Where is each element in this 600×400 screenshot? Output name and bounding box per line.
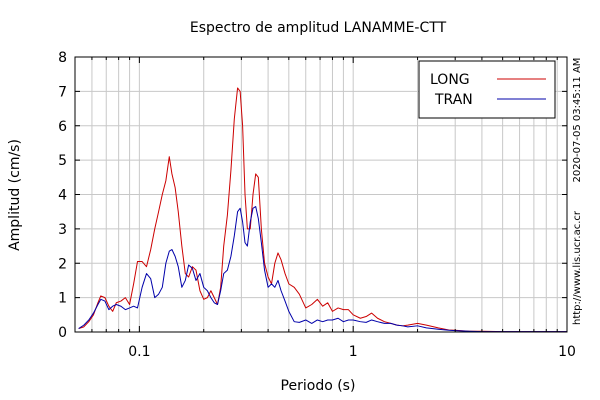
x-tick-label: 10 <box>558 344 576 360</box>
y-tick-label: 4 <box>58 188 67 204</box>
series-line-tran <box>78 206 567 333</box>
axis-ticks: 0 1 2 3 4 5 6 7 8 0.1 1 10 <box>58 50 576 360</box>
y-tick-label: 0 <box>58 325 67 341</box>
chart-title: Espectro de amplitud LANAMME-CTT <box>190 20 447 36</box>
legend: LONG TRAN <box>418 60 556 119</box>
y-tick-label: 1 <box>58 291 67 307</box>
x-tick-label: 1 <box>349 344 358 360</box>
legend-label-tran: TRAN <box>434 92 473 108</box>
legend-box <box>418 60 556 119</box>
y-tick-label: 3 <box>58 222 67 238</box>
y-tick-label: 5 <box>58 153 67 169</box>
series-line-long <box>78 87 567 333</box>
y-tick-label: 8 <box>58 50 67 66</box>
y-tick-label: 2 <box>58 256 67 272</box>
y-axis-label: Amplitud (cm/s) <box>7 139 23 251</box>
x-axis-label: Periodo (s) <box>281 378 356 394</box>
timestamp-text: 2020-07-05 03:45:11 AM <box>572 58 583 183</box>
source-url-text: http://www.lis.ucr.ac.cr <box>572 210 583 325</box>
series-lines <box>78 87 567 333</box>
legend-label-long: LONG <box>430 72 470 88</box>
y-tick-label: 7 <box>58 84 67 100</box>
x-tick-label: 0.1 <box>128 344 150 360</box>
y-tick-label: 6 <box>58 119 67 135</box>
